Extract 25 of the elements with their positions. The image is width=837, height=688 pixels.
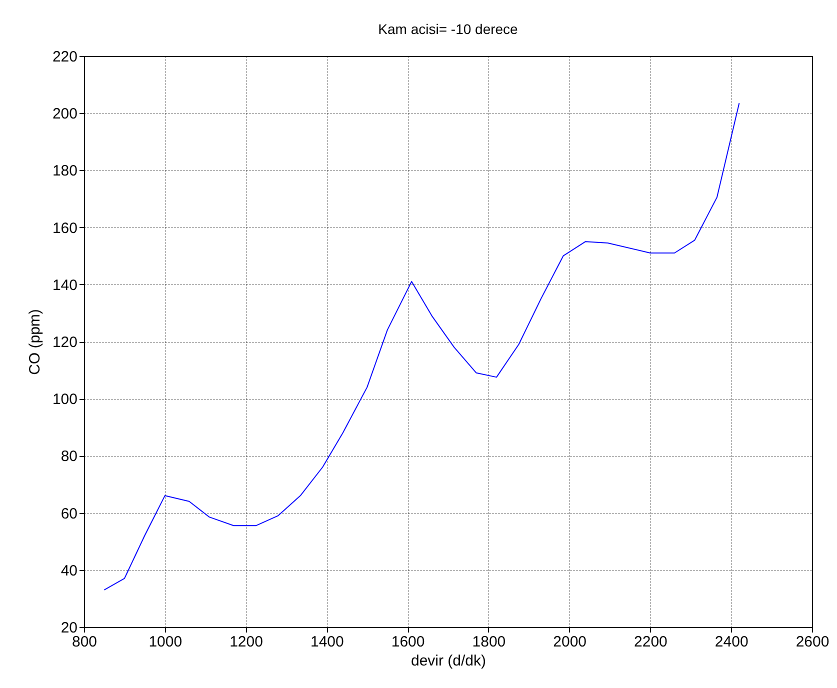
x-tick-label: 2600 xyxy=(796,634,830,650)
y-tick-label: 100 xyxy=(52,391,78,408)
y-tick-label: 60 xyxy=(60,505,78,522)
y-tick-label: 200 xyxy=(52,106,78,123)
x-tick-label: 1600 xyxy=(391,634,425,650)
x-tick-label: 1000 xyxy=(148,634,182,650)
y-tick-label: 180 xyxy=(52,162,78,180)
x-tick-label: 800 xyxy=(72,634,98,650)
x-tick-label: 2000 xyxy=(553,634,587,650)
y-tick-label: 40 xyxy=(60,562,78,580)
line-series xyxy=(104,102,740,590)
y-tick-label: 160 xyxy=(52,220,78,237)
x-axis-title: devir (d/dk) xyxy=(410,652,486,670)
y-tick-label: 120 xyxy=(52,334,78,351)
x-tick-label: 2400 xyxy=(714,634,748,650)
x-tick-label: 1400 xyxy=(310,634,344,650)
x-tick-label: 2200 xyxy=(634,634,668,650)
chart-title: Kam acisi= -10 derece xyxy=(378,21,518,37)
y-tick-label: 140 xyxy=(52,276,78,294)
y-tick-label: 20 xyxy=(60,620,78,636)
y-tick-label: 220 xyxy=(52,48,78,66)
x-tick-label: 1800 xyxy=(472,634,506,650)
x-tick-label: 1200 xyxy=(230,634,263,650)
y-tick-label: 80 xyxy=(60,448,78,466)
y-axis-title: CO (ppm) xyxy=(26,309,44,375)
